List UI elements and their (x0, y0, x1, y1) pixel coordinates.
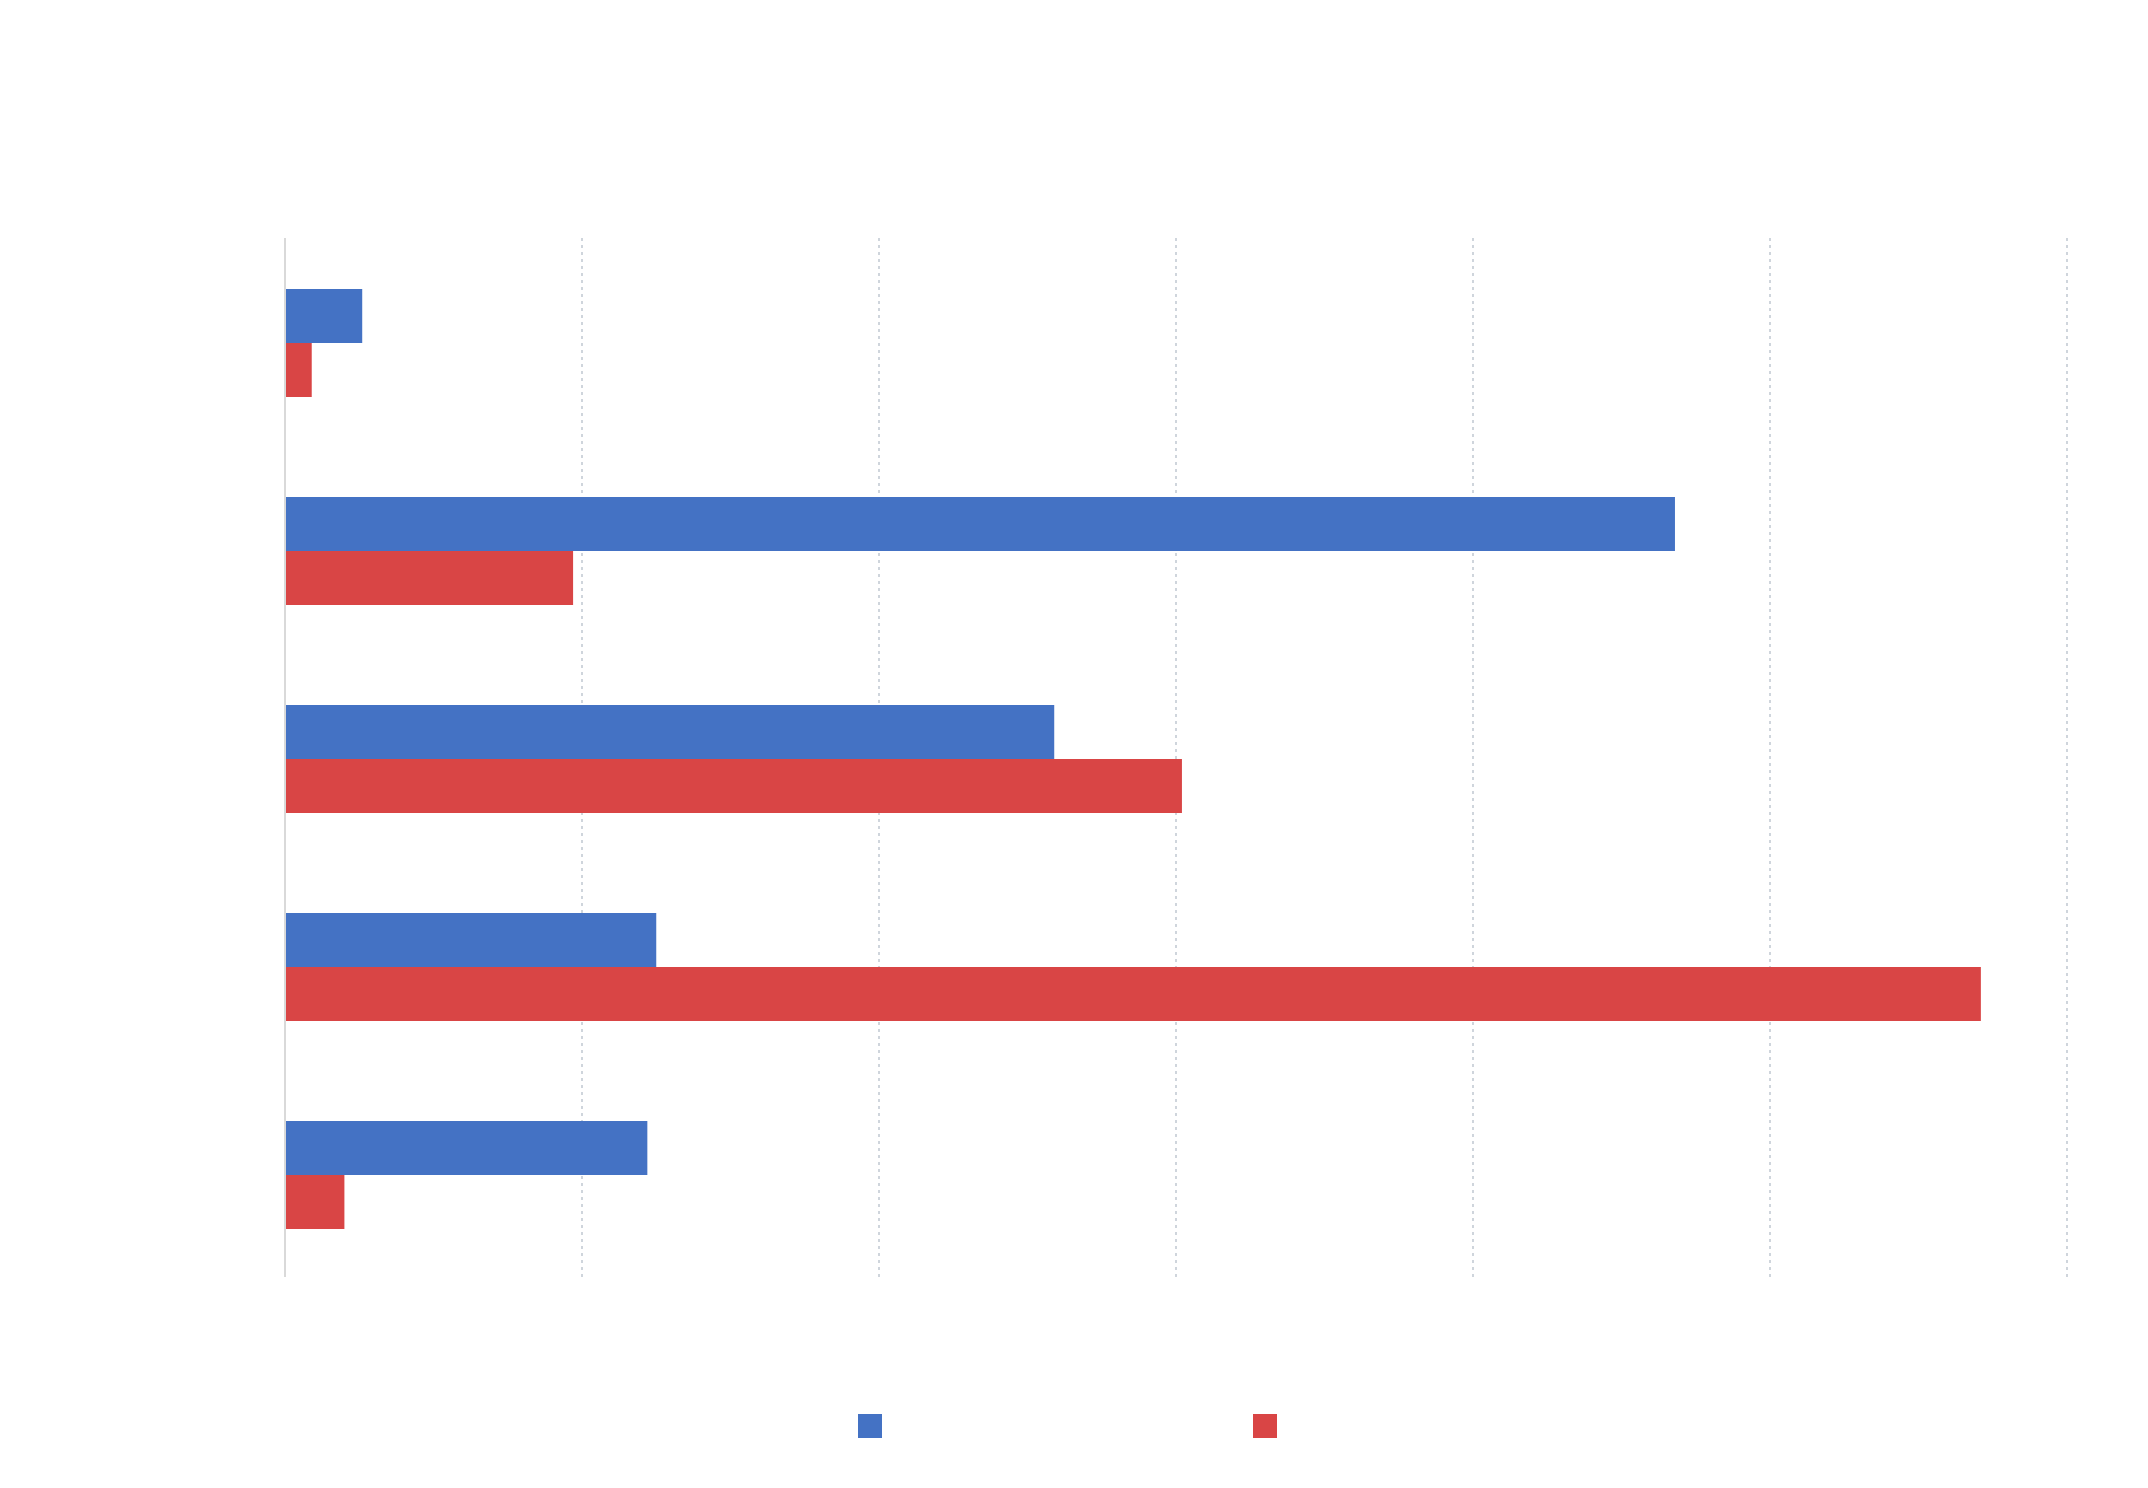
bar-series2-cat4 (285, 967, 1981, 1021)
bar-series1-cat5 (285, 1121, 648, 1175)
bars (285, 289, 1981, 1229)
bar-series1-cat3 (285, 705, 1055, 759)
legend-swatch-series2 (1253, 1414, 1277, 1438)
legend-swatch-series1 (858, 1414, 882, 1438)
legend (858, 1414, 1277, 1438)
bar-series1-cat1 (285, 289, 363, 343)
bar-series2-cat5 (285, 1175, 345, 1229)
bar-series2-cat2 (285, 551, 574, 605)
bar-series2-cat1 (285, 343, 312, 397)
bar-series1-cat4 (285, 913, 657, 967)
bar-series1-cat2 (285, 497, 1675, 551)
bar-series2-cat3 (285, 759, 1182, 813)
